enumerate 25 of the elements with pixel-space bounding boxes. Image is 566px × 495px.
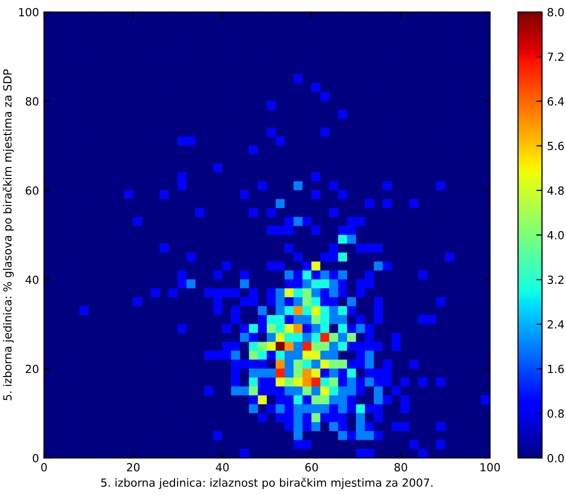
x-tick-label: 80 — [394, 463, 408, 472]
color-bar-label: 6.4 — [548, 97, 564, 106]
y-tick-label: 20 — [26, 364, 38, 374]
y-tick-label: 80 — [26, 97, 38, 106]
y-axis-title: 5. izborna jedinica: % glasova po biračkim mjestima za SDP — [2, 69, 14, 400]
x-tick-label: 0 — [41, 463, 47, 472]
color-bar-label: 0.0 — [548, 454, 564, 462]
color-bar-label: 4.8 — [547, 186, 564, 195]
color-bar-label: 1.6 — [548, 364, 564, 374]
color-bar-label: 3.2 — [548, 276, 564, 284]
y-tick-label: 100 — [19, 8, 38, 16]
y-tick-label: 40 — [26, 276, 38, 284]
color-bar-label: 4.0 — [547, 230, 564, 240]
x-tick-label: 100 — [480, 463, 500, 472]
y-tick-label: 0 — [32, 454, 38, 462]
x-axis-title: 5. izborna jedinica: izlaznost po biračkim mjestima za 2007. — [101, 478, 432, 489]
color-bar-label: 5.6 — [548, 142, 564, 150]
color-bar-label: 2.4 — [548, 320, 564, 328]
color-bar-label: 8.0 — [548, 8, 564, 16]
color-bar-label: 7.2 — [548, 52, 564, 61]
x-tick-label: 40 — [216, 463, 229, 472]
y-tick-label: 60 — [26, 186, 38, 195]
color-bar-label: 0.8 — [548, 409, 564, 418]
x-tick-label: 20 — [126, 463, 140, 472]
x-tick-label: 60 — [305, 463, 318, 472]
